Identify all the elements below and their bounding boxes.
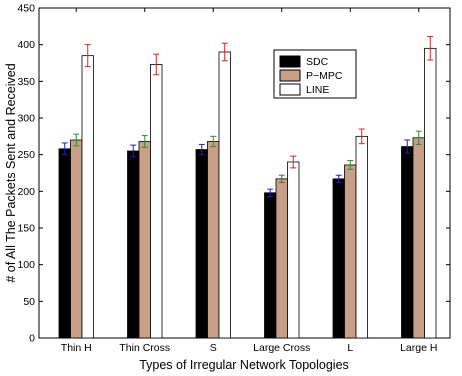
- y-tick-label: 200: [17, 186, 35, 198]
- x-tick-label: S: [210, 342, 217, 354]
- bar-sdc-large-cross: [264, 192, 277, 339]
- legend-swatch-sdc: [279, 55, 301, 68]
- legend: SDC P−MPC LINE: [273, 49, 357, 99]
- y-tick-label: 450: [17, 3, 35, 15]
- legend-swatch-line: [279, 83, 301, 96]
- bar-p-mpc-thin-cross: [138, 141, 151, 339]
- bar-line-l: [355, 135, 368, 339]
- bar-line-large-h: [424, 47, 437, 339]
- bar-line-thin-cross: [150, 64, 163, 339]
- y-tick-label: 150: [17, 223, 35, 235]
- bar-sdc-large-h: [401, 146, 414, 339]
- y-tick-label: 400: [17, 39, 35, 51]
- y-tick-label: 300: [17, 113, 35, 125]
- bar-line-thin-h: [81, 55, 94, 339]
- x-tick-label: Large Cross: [253, 342, 310, 354]
- x-axis: Thin H Thin Cross S Large Cross L Large H: [61, 8, 437, 354]
- legend-label-sdc: SDC: [306, 56, 329, 68]
- bar-p-mpc-thin-h: [70, 139, 83, 339]
- legend-label-p-mpc: P−MPC: [306, 70, 343, 82]
- y-axis: 0 50 100 150 200 250 300 350 400 450: [17, 3, 450, 345]
- y-tick-label: 50: [23, 296, 35, 308]
- legend-swatch-p-mpc: [279, 69, 301, 82]
- y-axis-title: # of All The Packets Sent and Received: [4, 63, 18, 282]
- bar-p-mpc-large-cross: [275, 178, 288, 339]
- bar-sdc-s: [195, 149, 208, 339]
- bar-line-s: [218, 51, 231, 339]
- plot-frame: [38, 7, 451, 339]
- x-tick-label: L: [347, 342, 353, 354]
- bar-series-group: [58, 47, 437, 339]
- error-bar-group: [61, 36, 434, 197]
- bar-p-mpc-l: [344, 164, 357, 339]
- x-axis-title: Types of Irregular Network Topologies: [139, 358, 349, 372]
- x-tick-label: Large H: [400, 342, 437, 354]
- bar-sdc-thin-h: [58, 148, 71, 339]
- x-tick-label: Thin H: [61, 342, 92, 354]
- bar-p-mpc-s: [207, 141, 220, 339]
- legend-label-line: LINE: [306, 84, 329, 96]
- bar-p-mpc-large-h: [412, 137, 425, 339]
- y-tick-label: 250: [17, 149, 35, 161]
- bar-sdc-thin-cross: [127, 150, 140, 339]
- x-tick-label: Thin Cross: [119, 342, 170, 354]
- bar-sdc-l: [332, 178, 345, 339]
- bar-line-large-cross: [287, 161, 300, 339]
- y-tick-label: 0: [29, 333, 35, 345]
- y-tick-label: 350: [17, 76, 35, 88]
- y-tick-label: 100: [17, 259, 35, 271]
